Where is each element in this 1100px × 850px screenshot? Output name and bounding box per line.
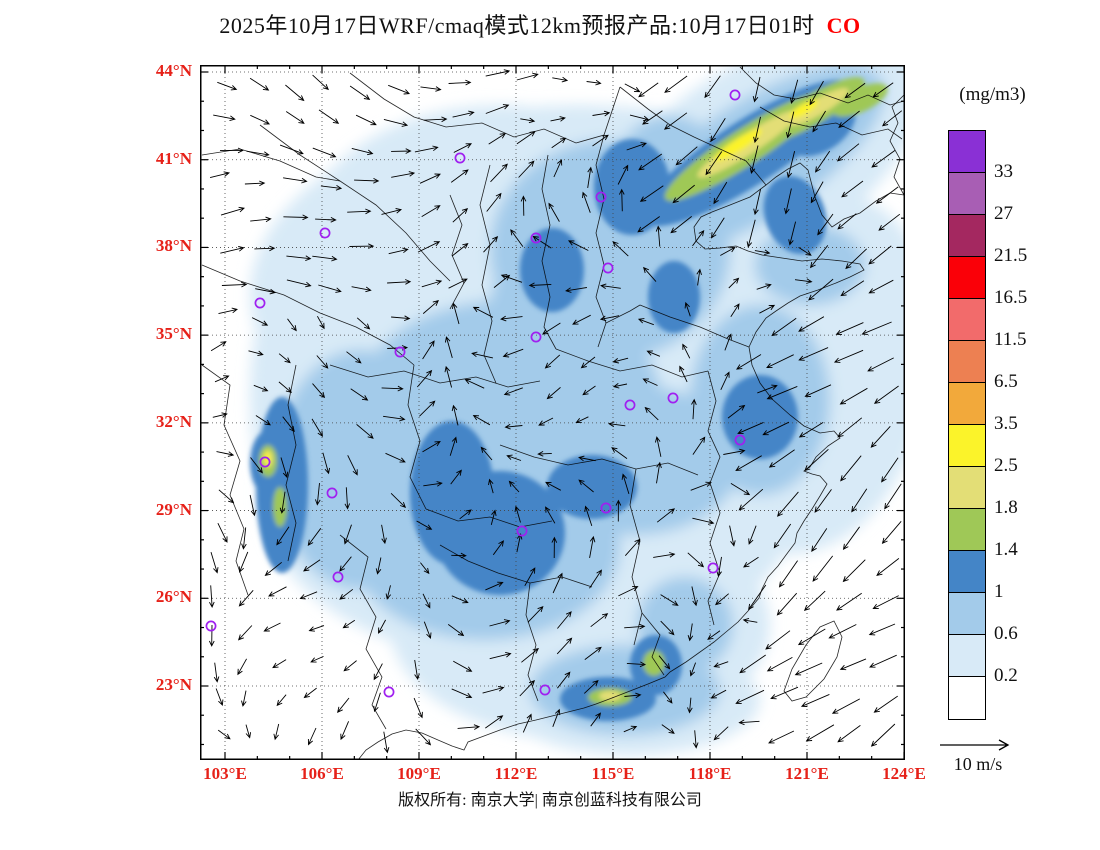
lon-tick-label: 118°E bbox=[688, 764, 732, 783]
colorbar-cell bbox=[949, 173, 985, 215]
lat-tick-label: 29°N bbox=[155, 499, 192, 519]
lon-tick-label: 103°E bbox=[203, 764, 247, 783]
colorbar-unit: (mg/m3) bbox=[959, 84, 1026, 105]
wind-reference-arrow bbox=[940, 739, 1010, 751]
province-boundaries bbox=[201, 66, 905, 760]
taiwan-island bbox=[783, 620, 843, 702]
colorbar-cell bbox=[949, 467, 985, 509]
colorbar-tick-label: 16.5 bbox=[994, 287, 1028, 308]
title-species: CO bbox=[826, 13, 861, 38]
colorbar-tick-label: 0.2 bbox=[994, 665, 1018, 686]
colorbar-tick-label: 0.6 bbox=[994, 623, 1018, 644]
lon-tick-label: 109°E bbox=[397, 764, 441, 783]
colorbar-cell bbox=[949, 257, 985, 299]
colorbar-cell bbox=[949, 131, 985, 173]
wind-reference-label: 10 m/s bbox=[953, 754, 1003, 774]
colorbar-cell bbox=[949, 383, 985, 425]
colorbar-tick-label: 3.5 bbox=[994, 413, 1018, 434]
lon-tick-label: 115°E bbox=[591, 764, 635, 783]
lat-tick-label: 35°N bbox=[155, 324, 192, 344]
lat-tick-label: 26°N bbox=[155, 587, 192, 607]
colorbar-tick-label: 21.5 bbox=[994, 245, 1028, 266]
colorbar-cell bbox=[949, 299, 985, 341]
station-markers bbox=[205, 89, 746, 698]
colorbar-cell bbox=[949, 509, 985, 551]
lat-tick-label: 23°N bbox=[155, 674, 192, 694]
wind-vectors bbox=[208, 69, 903, 754]
map-frame bbox=[200, 65, 905, 760]
title-text: 2025年10月17日WRF/cmaq模式12km预报产品:10月17日01时 bbox=[219, 13, 815, 38]
lon-tick-label: 124°E bbox=[882, 764, 926, 783]
chart-title: 2025年10月17日WRF/cmaq模式12km预报产品:10月17日01时 C… bbox=[0, 8, 1080, 40]
colorbar-tick-label: 6.5 bbox=[994, 371, 1018, 392]
coastline bbox=[357, 162, 905, 760]
copyright-footer: 版权所有: 南京大学| 南京创蓝科技有限公司 bbox=[398, 792, 702, 809]
colorbar-cell bbox=[949, 593, 985, 635]
colorbar-tick-label: 11.5 bbox=[994, 329, 1027, 350]
colorbar-cell bbox=[949, 425, 985, 467]
lon-tick-label: 121°E bbox=[785, 764, 829, 783]
gridlines bbox=[200, 65, 905, 760]
lon-tick-label: 112°E bbox=[494, 764, 538, 783]
colorbar-cell bbox=[949, 341, 985, 383]
colorbar-tick-label: 2.5 bbox=[994, 455, 1018, 476]
colorbar-tick-label: 27 bbox=[994, 203, 1013, 224]
colorbar-tick-label: 33 bbox=[994, 161, 1013, 182]
colorbar-cell bbox=[949, 551, 985, 593]
colorbar-cells bbox=[948, 130, 986, 720]
lat-tick-label: 41°N bbox=[155, 148, 192, 168]
forecast-map bbox=[200, 65, 905, 760]
colorbar-tick-label: 1.8 bbox=[994, 497, 1018, 518]
yalu-border bbox=[889, 94, 905, 196]
colorbar-cell bbox=[949, 215, 985, 257]
colorbar-tick-label: 1.4 bbox=[994, 539, 1018, 560]
lat-tick-label: 32°N bbox=[155, 411, 192, 431]
colorbar-cell bbox=[949, 677, 985, 719]
lat-tick-label: 44°N bbox=[155, 61, 192, 80]
colorbar-cell bbox=[949, 635, 985, 677]
lat-tick-label: 38°N bbox=[155, 236, 192, 256]
lon-tick-label: 106°E bbox=[300, 764, 344, 783]
colorbar-tick-label: 1 bbox=[994, 581, 1004, 602]
